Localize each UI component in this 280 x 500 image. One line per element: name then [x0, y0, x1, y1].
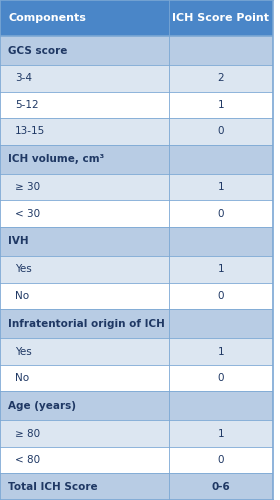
FancyBboxPatch shape [0, 227, 169, 256]
FancyBboxPatch shape [169, 227, 273, 256]
FancyBboxPatch shape [0, 200, 169, 227]
FancyBboxPatch shape [0, 0, 169, 36]
FancyBboxPatch shape [0, 338, 169, 365]
Text: ICH Score Point: ICH Score Point [172, 13, 269, 23]
FancyBboxPatch shape [0, 118, 169, 144]
FancyBboxPatch shape [169, 65, 273, 92]
Text: 0-6: 0-6 [211, 482, 230, 492]
Text: 1: 1 [218, 100, 224, 110]
FancyBboxPatch shape [169, 474, 273, 500]
Text: Infratentorial origin of ICH: Infratentorial origin of ICH [8, 318, 165, 328]
Text: Age (years): Age (years) [8, 401, 76, 411]
Text: 1: 1 [218, 346, 224, 356]
FancyBboxPatch shape [169, 256, 273, 282]
FancyBboxPatch shape [169, 447, 273, 473]
Text: No: No [15, 291, 29, 301]
FancyBboxPatch shape [0, 474, 169, 500]
Text: 3-4: 3-4 [15, 74, 32, 84]
FancyBboxPatch shape [169, 144, 273, 174]
FancyBboxPatch shape [169, 365, 273, 392]
Text: 13-15: 13-15 [15, 126, 45, 136]
Text: Yes: Yes [15, 264, 32, 274]
FancyBboxPatch shape [169, 118, 273, 144]
Text: 1: 1 [218, 182, 224, 192]
FancyBboxPatch shape [169, 420, 273, 447]
Text: ≥ 80: ≥ 80 [15, 428, 40, 438]
Text: 0: 0 [218, 373, 224, 383]
Text: < 30: < 30 [15, 208, 40, 218]
FancyBboxPatch shape [0, 144, 169, 174]
Text: ≥ 30: ≥ 30 [15, 182, 40, 192]
Text: GCS score: GCS score [8, 46, 67, 56]
FancyBboxPatch shape [0, 256, 169, 282]
FancyBboxPatch shape [0, 309, 169, 338]
FancyBboxPatch shape [169, 0, 273, 36]
FancyBboxPatch shape [169, 338, 273, 365]
Text: 1: 1 [218, 264, 224, 274]
Text: IVH: IVH [8, 236, 29, 246]
Text: ICH volume, cm³: ICH volume, cm³ [8, 154, 104, 164]
FancyBboxPatch shape [0, 65, 169, 92]
Text: 2: 2 [218, 74, 224, 84]
Text: 0: 0 [218, 208, 224, 218]
Text: 0: 0 [218, 455, 224, 465]
Text: Components: Components [8, 13, 86, 23]
FancyBboxPatch shape [169, 282, 273, 309]
Text: Yes: Yes [15, 346, 32, 356]
FancyBboxPatch shape [169, 200, 273, 227]
FancyBboxPatch shape [0, 392, 169, 420]
Text: < 80: < 80 [15, 455, 40, 465]
FancyBboxPatch shape [0, 365, 169, 392]
FancyBboxPatch shape [169, 392, 273, 420]
FancyBboxPatch shape [0, 447, 169, 473]
Text: 0: 0 [218, 126, 224, 136]
FancyBboxPatch shape [0, 282, 169, 309]
Text: 1: 1 [218, 428, 224, 438]
Text: No: No [15, 373, 29, 383]
FancyBboxPatch shape [0, 36, 169, 65]
FancyBboxPatch shape [169, 36, 273, 65]
FancyBboxPatch shape [169, 174, 273, 201]
Text: 0: 0 [218, 291, 224, 301]
FancyBboxPatch shape [0, 420, 169, 447]
FancyBboxPatch shape [169, 92, 273, 118]
FancyBboxPatch shape [0, 92, 169, 118]
FancyBboxPatch shape [169, 309, 273, 338]
Text: Total ICH Score: Total ICH Score [8, 482, 98, 492]
FancyBboxPatch shape [0, 174, 169, 201]
Text: 5-12: 5-12 [15, 100, 39, 110]
